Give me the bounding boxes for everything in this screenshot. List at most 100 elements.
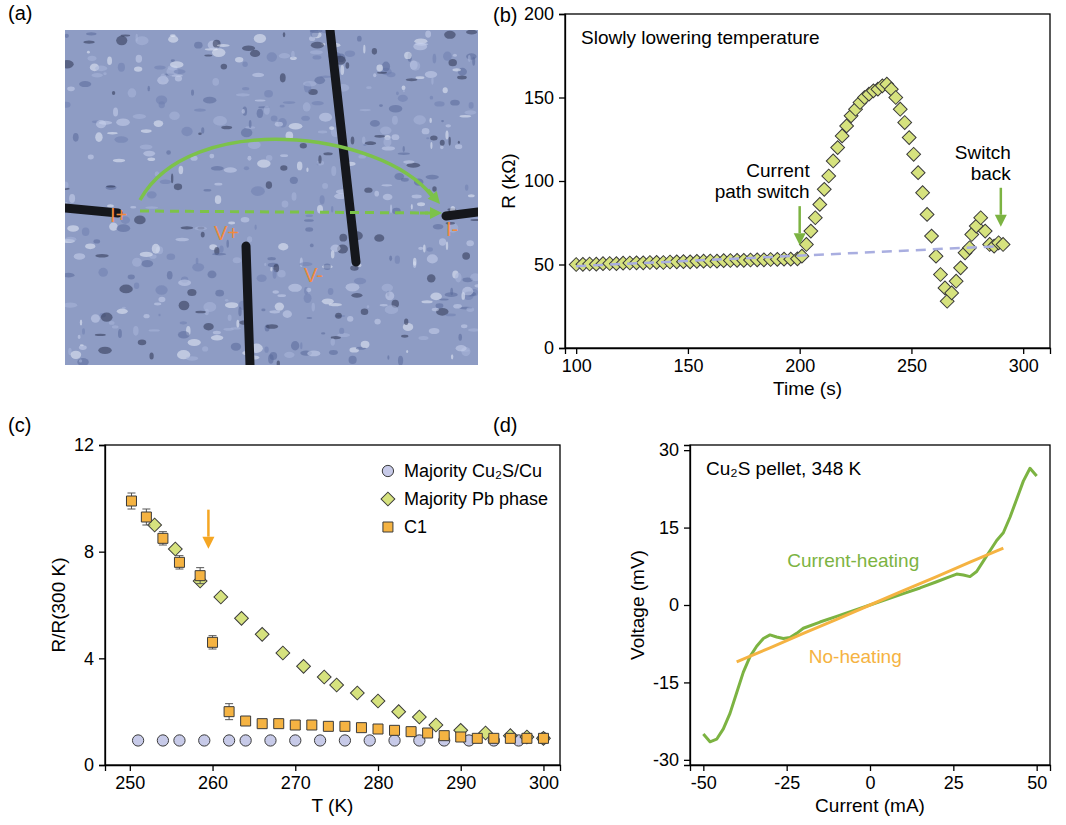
photo-grain [432,308,439,312]
tick-mark [800,348,801,354]
data-point [373,724,383,734]
photo-grain [275,122,283,127]
photo-grain [140,252,153,257]
legend-label: Majority Cu₂S/Cu [404,461,542,481]
data-point [996,238,1010,252]
data-point [520,730,534,744]
photo-grain [468,328,478,331]
photo-grain [93,239,100,243]
photo-grain [154,120,164,127]
photo-grain [433,224,443,229]
photo-grain [431,77,433,85]
photo-grain [376,65,383,72]
photo-grain [275,302,284,310]
x-axis: -50-2502550 [691,765,1051,793]
data-point [503,729,517,743]
data-point [199,735,210,746]
photo-grain [464,110,476,114]
data-point [537,731,551,745]
photo-grain [430,136,438,141]
plot-frame [105,445,560,765]
photo-grain [273,270,277,279]
photo-grain [134,282,139,288]
photo-grain [211,335,223,340]
photo-grain [398,95,408,102]
photo-grain [441,120,444,122]
photo-grain [212,48,226,57]
photo-grain [152,244,160,254]
annotation: Switchback [955,142,1011,184]
tick-label: 0 [669,595,679,615]
photo-grain [236,93,250,96]
photo-grain [382,284,393,292]
photo-grain [289,123,303,129]
photo-grain [417,202,425,206]
tick-label: 270 [281,773,311,793]
photo-grain [346,283,360,291]
error-bar-cap [196,567,204,568]
annotation-line: Switch [955,142,1011,163]
photo-grain [266,324,278,329]
tick-label: 4 [84,649,94,669]
annotation-arrow [995,188,1007,227]
error-bar [127,493,135,509]
photo-grain [415,43,428,46]
photo-grain [80,320,82,326]
photo-grain [204,54,212,56]
photo-grain [312,303,315,312]
photo-grain [445,124,451,127]
probe-label: V- [304,264,323,286]
photo-grain [270,267,272,271]
photo-grain [67,225,79,232]
photo-grain [470,219,478,221]
photo-grain [311,42,324,49]
photo-grain [138,340,146,346]
photo-grain [236,320,239,328]
tick: 150 [673,348,703,376]
tick-label: 150 [524,88,554,108]
data-point [290,720,300,730]
photo-grain [65,237,76,242]
photo-texture [65,30,478,365]
annotation: Slowly lowering temperature [581,27,820,48]
photo-grain [455,144,462,149]
photo-grain [339,328,344,334]
tick: 200 [524,4,565,24]
tick-mark [212,765,213,771]
panel-3: (d)-50-2502550-30-1501530Current (mA)Vol… [493,414,1051,816]
photo-grain [284,352,294,358]
axis-line [566,349,1051,355]
data-point [412,710,426,724]
photo-grain [337,333,350,337]
photo-grain [370,120,380,127]
photo-grain [252,73,264,77]
photo-grain [65,302,77,307]
tick-mark [1023,348,1024,354]
tick-label: -30 [653,750,679,770]
photo-grain [217,44,230,47]
tick-mark [559,97,565,98]
photo-grain [453,54,457,57]
annotation: Cu₂S pellet, 348 K [706,458,862,479]
photo-grain [109,321,115,325]
photo-grain [345,62,349,69]
photo-grain [306,288,311,292]
photo-grain [411,204,413,209]
tick: 300 [1009,348,1039,376]
tick-label: 300 [1009,356,1039,376]
photo-grain [434,101,444,106]
photo-grain [255,224,257,230]
photo-grain [128,88,137,97]
photo-grain [288,284,302,292]
photo-grain [306,168,308,172]
tick-label: -50 [691,773,717,793]
photo-grain [280,154,288,157]
photo-grain [280,105,285,108]
photo-grain [380,304,388,306]
photo-grain [208,271,217,279]
photo-grain [132,258,142,267]
arrow-head [430,207,442,219]
photo-grain [118,63,125,72]
tick: 0 [669,595,690,615]
photo-grain [251,186,265,196]
